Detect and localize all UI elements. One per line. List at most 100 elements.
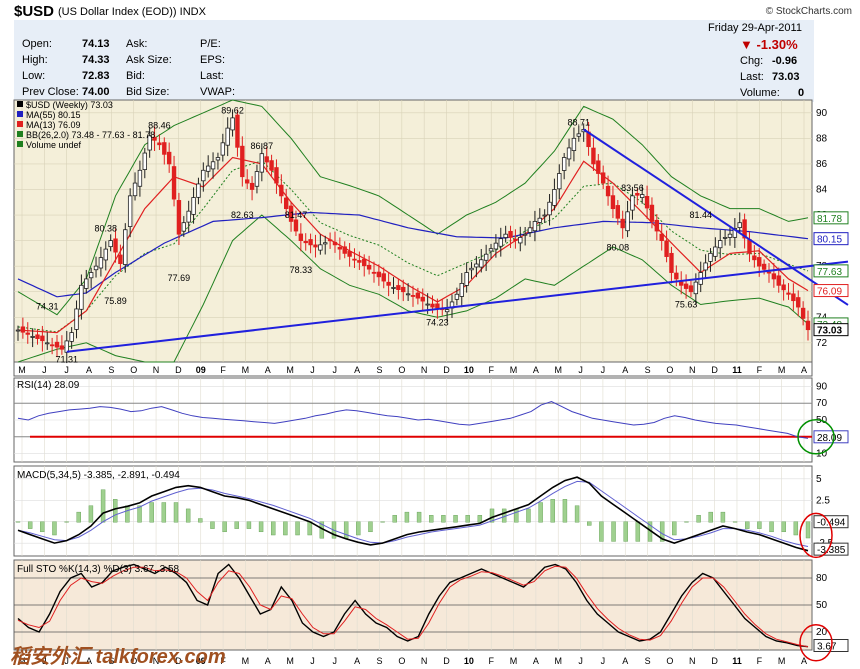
candle-body [654, 219, 660, 232]
candle-body [786, 292, 791, 295]
price-y-tick: 84 [816, 184, 828, 195]
candle-body [659, 233, 664, 241]
candle-body [430, 303, 435, 308]
month-tick-label: D [175, 365, 182, 375]
candle-body [518, 236, 523, 244]
candle-body [171, 166, 177, 200]
candle-body [688, 285, 694, 293]
quote-date: Friday 29-Apr-2011 [708, 22, 802, 34]
quote-last-label-mid: Last: [200, 70, 224, 82]
candle-body [805, 320, 811, 331]
macd-histogram-bar [562, 499, 568, 523]
candle-body [147, 135, 152, 151]
quote-open-label: Open: [22, 38, 52, 50]
month-tick-label: F [220, 365, 226, 375]
macd-histogram-bar [198, 518, 203, 523]
quote-panel: Open: 74.13 High: 74.33 Low: 72.83 Prev … [14, 20, 814, 102]
macd-histogram-bar [538, 502, 543, 523]
month-tick-label: S [108, 365, 114, 375]
candle-body [79, 284, 84, 310]
month-tick-label: N [153, 365, 160, 375]
quote-eps-label: EPS: [200, 54, 226, 66]
sto-title: Full STO %K(14,3) %D(3) 3.67, 3.58 [17, 564, 180, 575]
macd-histogram-bar [76, 511, 81, 523]
candle-body [571, 137, 577, 151]
month-tick-label: 11 [732, 365, 742, 375]
month-tick-label: M [286, 365, 294, 375]
candle-body [371, 271, 377, 274]
candle-body [323, 242, 328, 245]
candle-body [469, 267, 474, 271]
candle-body [757, 257, 762, 267]
candle-body [186, 210, 191, 223]
candle-body [532, 221, 538, 232]
candle-body [722, 236, 728, 239]
month-tick-label-bottom: A [265, 656, 271, 666]
price-annotation: 75.89 [104, 296, 127, 306]
month-tick-label: O [130, 365, 137, 375]
month-tick-label-bottom: D [443, 656, 450, 666]
month-tick-label: J [601, 365, 606, 375]
month-tick-label: A [86, 365, 92, 375]
price-annotation: 74.23 [426, 317, 449, 327]
candle-body [137, 169, 143, 187]
macd-y-tick: 2.5 [816, 495, 830, 506]
candle-body [732, 228, 738, 238]
price-annotation: 80.38 [95, 224, 118, 234]
month-tick-label-bottom: N [689, 656, 696, 666]
bb-middle-line [17, 160, 809, 333]
candle-body [196, 183, 201, 198]
macd-histogram-bar [757, 521, 762, 529]
price-annotation: 82.63 [231, 210, 254, 220]
month-tick-label-bottom: O [398, 656, 405, 666]
candle-body [240, 145, 245, 178]
rsi-title: RSI(14) 28.09 [17, 380, 80, 391]
macd-histogram-bar [343, 521, 349, 539]
candle-body [332, 241, 338, 246]
month-tick-label: F [488, 365, 494, 375]
month-tick-label-bottom: A [801, 656, 807, 666]
month-tick-label-bottom: M [242, 656, 250, 666]
macd-highlight-circle [799, 512, 833, 559]
macd-histogram-bar [526, 508, 531, 523]
candle-body [761, 263, 767, 270]
month-tick-label: J [578, 365, 583, 375]
candle-body [366, 264, 372, 270]
candle-body [410, 295, 416, 297]
candle-body [459, 282, 464, 297]
candle-body [205, 165, 211, 172]
candle-body [93, 265, 99, 271]
candle-body [576, 133, 582, 137]
candle-body [561, 157, 567, 171]
candle-body [113, 238, 118, 253]
macd-histogram-bar [210, 521, 215, 529]
candle-body [293, 219, 299, 232]
candle-body [142, 152, 147, 171]
macd-histogram-bar [793, 521, 799, 536]
candle-body [766, 271, 772, 274]
candle-body [20, 326, 26, 333]
legend-swatch [17, 131, 23, 137]
candle-body [405, 293, 411, 296]
price-annotation: 89.62 [221, 106, 244, 116]
candle-body [181, 222, 187, 232]
price-annotation: 86.87 [251, 141, 274, 151]
candle-body [74, 308, 79, 330]
macd-histogram-bar [234, 521, 239, 529]
month-tick-label-bottom: J [601, 656, 606, 666]
candle-body [610, 195, 616, 210]
quote-low-value: 72.83 [82, 70, 110, 82]
candle-body [718, 240, 723, 249]
month-tick-label-bottom: D [711, 656, 718, 666]
month-tick-label-bottom: 09 [196, 656, 206, 666]
macd-histogram-bar [100, 489, 106, 523]
quote-asksize-label: Ask Size: [126, 54, 172, 66]
candle-body [166, 151, 172, 165]
macd-histogram-bar [380, 521, 385, 523]
month-tick-label: M [18, 365, 26, 375]
macd-histogram-bar [173, 502, 179, 523]
candle-body [201, 169, 206, 182]
candle-body [30, 336, 35, 338]
candle-body [259, 153, 265, 173]
candle-body [401, 286, 406, 293]
